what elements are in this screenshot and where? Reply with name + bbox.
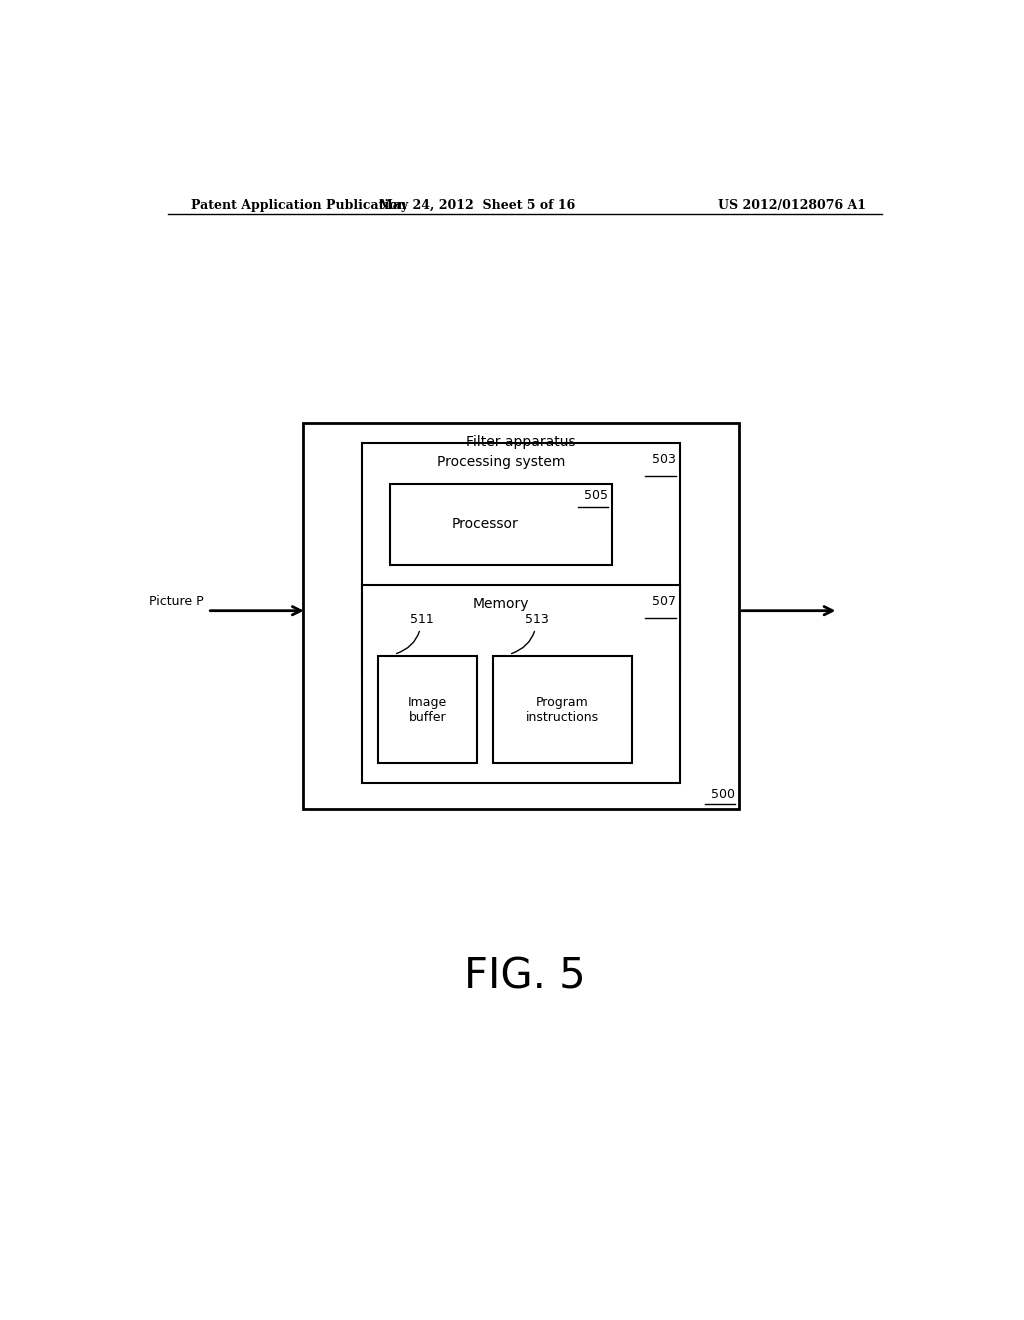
Text: FIG. 5: FIG. 5 (464, 956, 586, 998)
Text: Processing system: Processing system (437, 455, 565, 469)
Text: May 24, 2012  Sheet 5 of 16: May 24, 2012 Sheet 5 of 16 (379, 199, 575, 213)
Text: Program
instructions: Program instructions (526, 696, 599, 723)
Bar (378, 656, 477, 763)
Text: Image
buffer: Image buffer (408, 696, 447, 723)
Bar (494, 656, 632, 763)
Text: Patent Application Publication: Patent Application Publication (191, 199, 407, 213)
Text: 505: 505 (584, 488, 608, 502)
Bar (362, 444, 680, 677)
Text: 513: 513 (512, 612, 549, 653)
Text: 511: 511 (396, 612, 433, 653)
Text: 500: 500 (711, 788, 735, 801)
Text: US 2012/0128076 A1: US 2012/0128076 A1 (718, 199, 866, 213)
Bar (362, 585, 680, 784)
Text: Memory: Memory (473, 598, 529, 611)
Text: Processor: Processor (452, 517, 518, 532)
Bar (390, 483, 612, 565)
Bar (303, 422, 739, 809)
Text: 507: 507 (651, 595, 676, 609)
Text: Picture P: Picture P (148, 594, 204, 607)
Text: Filter apparatus: Filter apparatus (466, 434, 575, 449)
Text: 503: 503 (651, 453, 676, 466)
